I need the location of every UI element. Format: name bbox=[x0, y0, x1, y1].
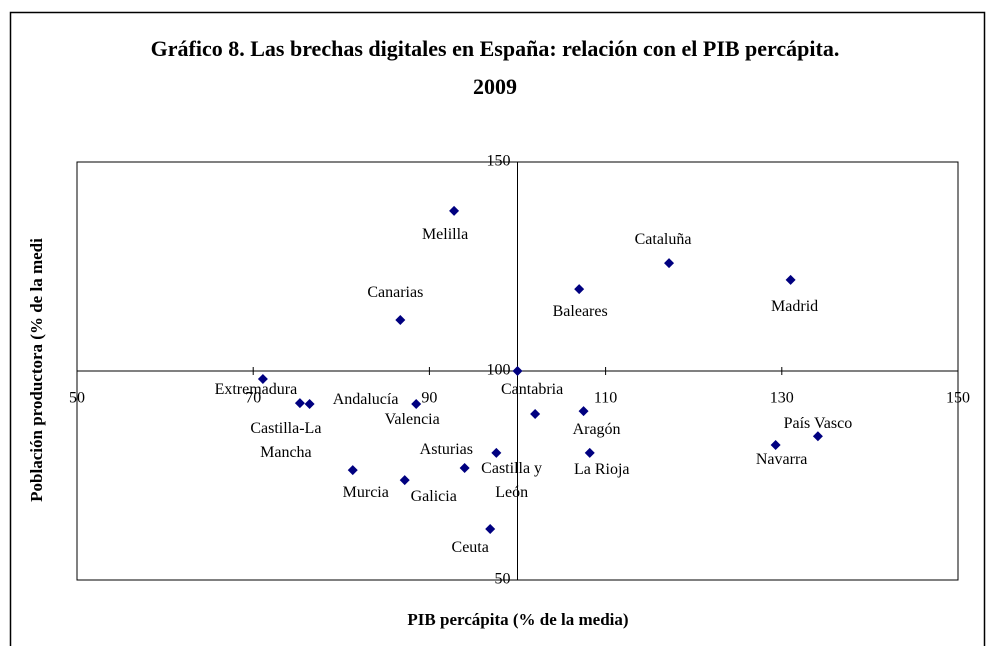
x-tick-label: 150 bbox=[946, 390, 970, 407]
point-label: Castilla y León bbox=[481, 459, 543, 501]
point-label: Aragón bbox=[572, 421, 621, 439]
point-label: Melilla bbox=[421, 225, 469, 243]
point-label: Ceuta bbox=[451, 539, 489, 556]
y-tick-label: 50 bbox=[495, 571, 511, 588]
point-label: Canarias bbox=[367, 284, 424, 301]
point-label: Murcia bbox=[342, 484, 389, 502]
point bbox=[449, 205, 460, 216]
point bbox=[574, 284, 585, 295]
point-label: Cataluña bbox=[634, 231, 692, 249]
point bbox=[812, 431, 823, 442]
chart-frame bbox=[9, 11, 986, 646]
point bbox=[304, 399, 315, 410]
point bbox=[512, 366, 523, 376]
point bbox=[347, 465, 358, 476]
point bbox=[459, 462, 470, 473]
x-tick-label: 130 bbox=[770, 390, 794, 407]
y-axis-title: Población productora (% de la medi bbox=[27, 238, 46, 502]
x-tick-label: 50 bbox=[69, 390, 85, 407]
y-tick-label: 150 bbox=[487, 153, 511, 170]
chart-title: Gráfico 8. Las brechas digitales en Espa… bbox=[150, 36, 840, 99]
point-label: País Vasco bbox=[783, 415, 853, 433]
point-label: La Rioja bbox=[573, 460, 630, 478]
point-label: Baleares bbox=[552, 303, 608, 321]
point bbox=[399, 475, 410, 486]
point bbox=[485, 524, 496, 535]
point-label: Castilla-La Mancha bbox=[250, 420, 322, 462]
x-axis-title: PIB percápita (% de la media) bbox=[407, 610, 629, 629]
point bbox=[530, 409, 541, 420]
point bbox=[785, 274, 796, 285]
point-label: Andalucía bbox=[332, 391, 399, 409]
point-label: Navarra bbox=[755, 450, 808, 468]
point bbox=[395, 315, 406, 326]
x-tick-label: 110 bbox=[594, 390, 617, 407]
x-tick-label: 90 bbox=[421, 390, 437, 407]
point-label: Extremadura bbox=[214, 380, 298, 398]
point-label: Cantabria bbox=[501, 381, 564, 399]
point bbox=[257, 373, 268, 384]
point bbox=[294, 398, 305, 409]
point bbox=[664, 258, 675, 269]
point bbox=[584, 447, 595, 458]
y-tick-label: 100 bbox=[487, 362, 511, 379]
x-tick-label: 70 bbox=[245, 390, 261, 407]
point-label: Valencia bbox=[384, 411, 440, 429]
point bbox=[491, 447, 502, 458]
point-label: Galicia bbox=[410, 488, 457, 506]
point-label: Madrid bbox=[771, 297, 819, 315]
point bbox=[578, 406, 589, 417]
point-label: Asturias bbox=[419, 440, 474, 458]
point bbox=[411, 399, 422, 410]
point bbox=[770, 439, 781, 450]
